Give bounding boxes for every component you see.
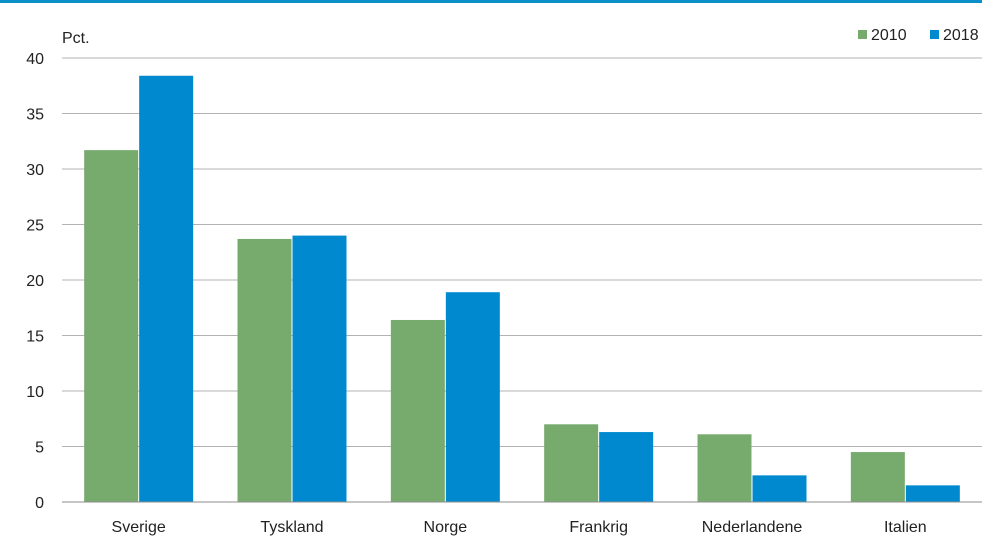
bar-2018-italien (905, 485, 960, 502)
y-tick-label: 5 (35, 440, 44, 457)
y-tick-label: 20 (26, 273, 44, 290)
bar-2018-tyskland (292, 235, 347, 502)
legend-label-2010: 2010 (871, 27, 907, 44)
y-tick-label: 40 (26, 51, 44, 68)
bar-2010-frankrig (544, 424, 599, 502)
top-rule (0, 0, 982, 3)
bar-2018-sverige (139, 75, 194, 502)
y-tick-label: 15 (26, 329, 44, 346)
bar-2018-frankrig (599, 432, 654, 502)
y-tick-label: 10 (26, 384, 44, 401)
x-tick-label: Tyskland (260, 519, 323, 536)
y-tick-label: 35 (26, 107, 44, 124)
x-tick-label: Frankrig (569, 519, 628, 536)
bar-2010-norge (390, 319, 445, 502)
y-axis-label: Pct. (62, 30, 90, 47)
legend-swatch-2018 (930, 30, 939, 39)
x-tick-label: Norge (424, 519, 468, 536)
x-tick-label: Italien (884, 519, 927, 536)
bar-2010-tyskland (237, 238, 292, 502)
bar-2018-nederlandene (752, 475, 807, 502)
y-tick-label: 30 (26, 162, 44, 179)
x-tick-label: Sverige (112, 519, 166, 536)
bar-2010-sverige (84, 150, 139, 502)
y-tick-label: 25 (26, 218, 44, 235)
x-tick-label: Nederlandene (702, 519, 803, 536)
y-tick-label: 0 (35, 495, 44, 512)
bar-2010-nederlandene (697, 434, 752, 502)
bar-2010-italien (850, 452, 905, 502)
legend-label-2018: 2018 (943, 27, 979, 44)
bar-2018-norge (445, 292, 500, 502)
legend-swatch-2010 (858, 30, 867, 39)
